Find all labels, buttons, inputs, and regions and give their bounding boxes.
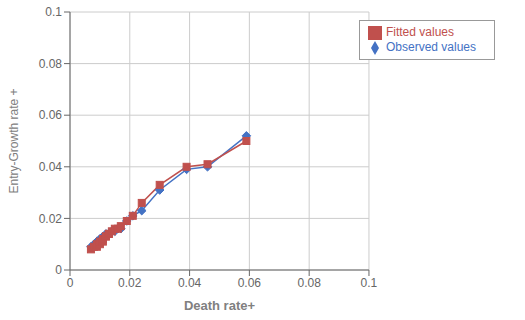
svg-text:0: 0 xyxy=(55,263,62,277)
svg-text:0.08: 0.08 xyxy=(39,57,63,71)
svg-text:0.1: 0.1 xyxy=(45,5,62,19)
svg-text:Death rate+: Death rate+ xyxy=(184,298,256,313)
html-text:Fitted values: Fitted values xyxy=(386,25,454,39)
svg-text:0.02: 0.02 xyxy=(39,212,63,226)
svg-text:0.04: 0.04 xyxy=(39,160,63,174)
svg-text:0.1: 0.1 xyxy=(361,276,378,290)
svg-text:0: 0 xyxy=(67,276,74,290)
svg-text:0.02: 0.02 xyxy=(118,276,142,290)
svg-text:0.06: 0.06 xyxy=(39,108,63,122)
svg-text:0.04: 0.04 xyxy=(178,276,202,290)
svg-text:Entry-Growth rate +: Entry-Growth rate + xyxy=(8,88,21,193)
svg-text:0.06: 0.06 xyxy=(238,276,262,290)
html-text:Observed values: Observed values xyxy=(386,39,476,54)
svg-text:0.08: 0.08 xyxy=(297,276,321,290)
